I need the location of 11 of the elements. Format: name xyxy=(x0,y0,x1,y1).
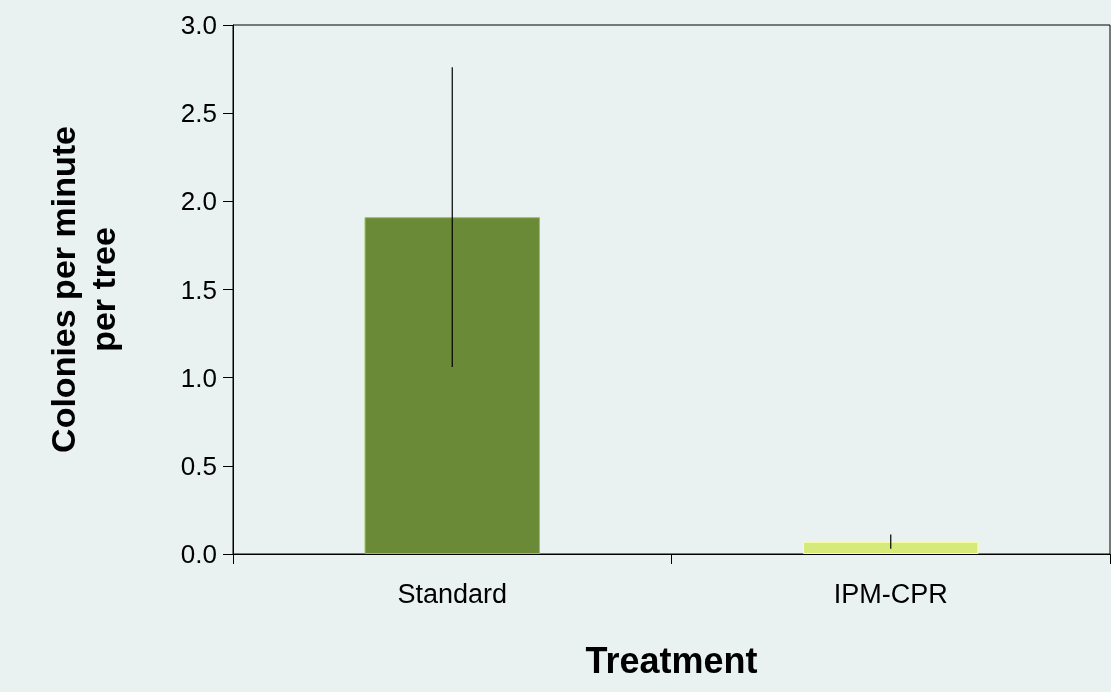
y-axis-title: Colonies per minute per tree xyxy=(44,126,122,453)
y-tick-label: 1.5 xyxy=(180,274,217,305)
y-tick-label: 2.0 xyxy=(180,186,217,217)
y-tick-label: 1.0 xyxy=(180,362,217,393)
x-axis-title: Treatment xyxy=(585,639,758,681)
y-tick-label: 0.5 xyxy=(180,450,217,481)
x-tick-label: Standard xyxy=(397,578,508,609)
y-tick-label: 3.0 xyxy=(180,10,217,40)
y-tick-label: 0.0 xyxy=(180,539,217,569)
y-tick-label: 2.5 xyxy=(180,98,217,129)
x-tick-label: IPM-CPR xyxy=(833,578,948,609)
